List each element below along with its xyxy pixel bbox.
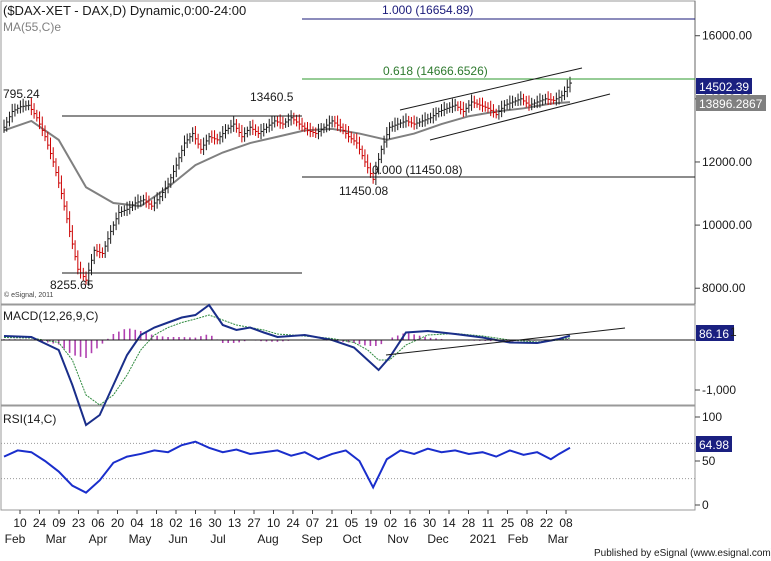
rsi-series (3, 440, 571, 494)
x-tick-label: 02 (169, 516, 183, 530)
month-label: Jul (210, 532, 225, 546)
x-tick-label: 23 (72, 516, 86, 530)
month-label: Dec (427, 532, 448, 546)
x-tick-label: 10 (267, 516, 281, 530)
x-tick-label: 20 (111, 516, 125, 530)
x-axis: 10 24 09 23 06 20 04 18 02 16 30 13 27 10 24 07 21 05 19 02… (5, 510, 573, 546)
macd-trendline (385, 327, 626, 356)
month-label: May (129, 532, 152, 546)
x-tick-label: 28 (462, 516, 476, 530)
month-label: Mar (46, 532, 67, 546)
ma-last-value: 13896.2867 (699, 97, 763, 111)
price-panel (0, 0, 696, 305)
x-tick-label: 02 (384, 516, 398, 530)
x-tick-label: 24 (286, 516, 300, 530)
macd-line (3, 303, 571, 427)
month-label: Mar (548, 532, 569, 546)
ma-line (3, 101, 571, 208)
price-tick-label: 8000.00 (702, 281, 746, 295)
last-price-value: 14502.39 (699, 80, 749, 94)
symbol-label: ($DAX-XET - DAX,D) Dynamic,0:00-24:00 (3, 3, 246, 18)
x-tick-label: 16 (189, 516, 203, 530)
x-tick-label: 30 (208, 516, 222, 530)
x-tick-label: 27 (247, 516, 261, 530)
level-13460-label: 13460.5 (250, 90, 294, 104)
fib-0000-label: 0.000 (11450.08) (372, 163, 463, 177)
x-tick-label: 13 (228, 516, 242, 530)
month-label: 2021 (470, 532, 497, 546)
x-tick-label: 19 (364, 516, 378, 530)
ma-value-box: 13896.2867 (696, 95, 766, 111)
price-tick-label: 16000.00 (702, 29, 752, 43)
x-tick-label: 30 (423, 516, 437, 530)
macd-panel (0, 304, 696, 406)
x-tick-label: 04 (130, 516, 144, 530)
month-label: Feb (5, 532, 26, 546)
price-series (3, 101, 571, 208)
rsi-line (3, 440, 571, 494)
fib-1000-label: 1.000 (16654.89) (382, 3, 473, 17)
rsi-label: RSI(14,C) (3, 412, 56, 426)
channel-upper-line (399, 67, 583, 111)
price-tick-label: 12000.00 (702, 155, 752, 169)
copyright-label: © eSignal, 2011 (4, 291, 54, 299)
rsi-last-value: 64.98 (699, 438, 729, 452)
month-label: Feb (508, 532, 529, 546)
x-tick-label: 11 (482, 516, 495, 530)
macd-tick-label: -1,000 (702, 383, 736, 397)
x-tick-label: 14 (442, 516, 456, 530)
rsi-y-axis: 100 50 0 (1, 410, 722, 512)
x-tick-label: 18 (150, 516, 164, 530)
rsi-tick-label: 100 (702, 410, 722, 424)
x-tick-label: 09 (52, 516, 66, 530)
month-label: Oct (343, 532, 362, 546)
ma-label: MA(55,C)e (3, 20, 61, 34)
rsi-panel (0, 405, 696, 511)
rsi-value-box: 64.98 (696, 436, 732, 452)
month-label: Apr (89, 532, 108, 546)
high-left-label: 795.24 (3, 87, 40, 101)
x-tick-label: 22 (540, 516, 554, 530)
x-tick-label: 08 (559, 516, 573, 530)
macd-last-value: 86.16 (699, 327, 729, 341)
rsi-tick-label: 0 (702, 498, 709, 512)
x-tick-label: 16 (403, 516, 417, 530)
month-label: Aug (257, 532, 278, 546)
x-tick-label: 21 (325, 516, 339, 530)
month-label: Jun (168, 532, 187, 546)
price-bars (3, 76, 572, 286)
price-tick-label: 10000.00 (702, 218, 752, 232)
low-11450-label: 11450.08 (339, 184, 388, 198)
x-tick-label: 08 (520, 516, 534, 530)
rsi-tick-label: 50 (702, 454, 716, 468)
x-tick-label: 25 (501, 516, 515, 530)
x-tick-label: 10 (13, 516, 27, 530)
x-tick-label: 06 (91, 516, 105, 530)
x-tick-label: 05 (345, 516, 359, 530)
x-tick-label: 07 (306, 516, 320, 530)
macd-extra-value: 1 (730, 325, 737, 339)
macd-y-axis: -1,000 (695, 383, 736, 397)
channel-lower-line (429, 93, 611, 141)
last-price-box: 14502.39 (696, 78, 752, 94)
low-8255-label: 8255.65 (50, 278, 94, 292)
fib-0618-label: 0.618 (14666.6526) (383, 64, 488, 78)
footer-label: Published by eSignal (www.esignal.com) (594, 548, 771, 559)
month-label: Sep (301, 532, 323, 546)
macd-label: MACD(12,26,9,C) (3, 309, 98, 323)
macd-series (3, 303, 571, 427)
macd-value-box: 86.16 1 (696, 325, 737, 341)
x-tick-label: 24 (33, 516, 47, 530)
month-label: Nov (387, 532, 408, 546)
